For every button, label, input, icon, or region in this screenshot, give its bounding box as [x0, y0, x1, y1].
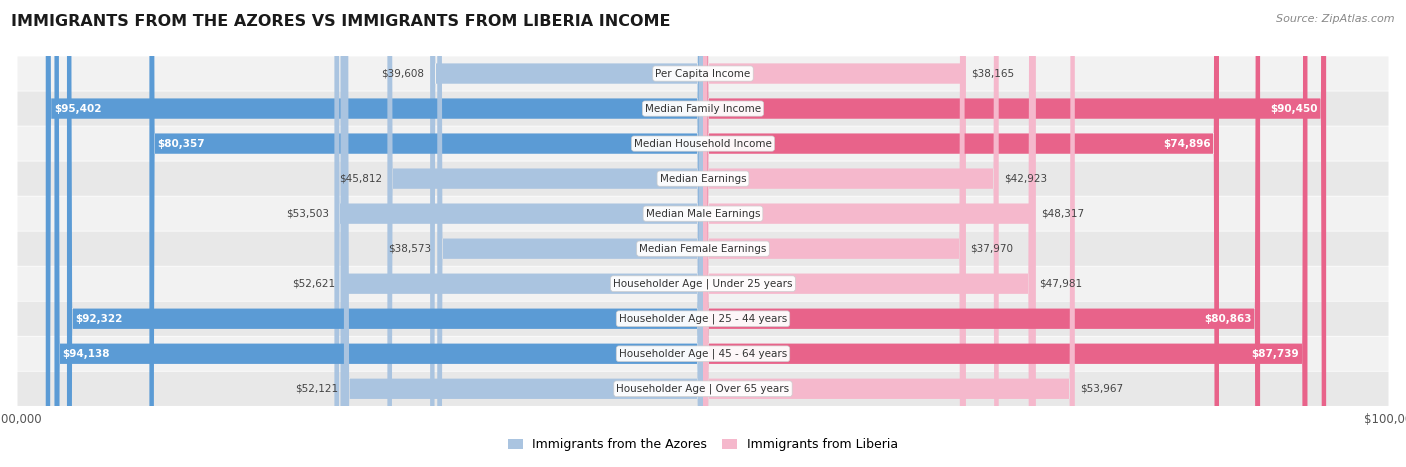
Text: Householder Age | 45 - 64 years: Householder Age | 45 - 64 years	[619, 348, 787, 359]
Text: $45,812: $45,812	[339, 174, 382, 184]
Text: $52,121: $52,121	[295, 384, 339, 394]
Text: $53,967: $53,967	[1080, 384, 1123, 394]
FancyBboxPatch shape	[17, 127, 1389, 161]
FancyBboxPatch shape	[703, 0, 965, 467]
FancyBboxPatch shape	[703, 0, 1036, 467]
FancyBboxPatch shape	[17, 372, 1389, 406]
FancyBboxPatch shape	[335, 0, 703, 467]
Text: $95,402: $95,402	[53, 104, 101, 113]
FancyBboxPatch shape	[703, 0, 1326, 467]
Text: $87,739: $87,739	[1251, 349, 1299, 359]
Text: $47,981: $47,981	[1039, 279, 1083, 289]
FancyBboxPatch shape	[17, 197, 1389, 231]
FancyBboxPatch shape	[17, 57, 1389, 91]
Legend: Immigrants from the Azores, Immigrants from Liberia: Immigrants from the Azores, Immigrants f…	[502, 433, 904, 456]
Text: $94,138: $94,138	[63, 349, 110, 359]
Text: IMMIGRANTS FROM THE AZORES VS IMMIGRANTS FROM LIBERIA INCOME: IMMIGRANTS FROM THE AZORES VS IMMIGRANTS…	[11, 14, 671, 29]
FancyBboxPatch shape	[46, 0, 703, 467]
Text: Median Household Income: Median Household Income	[634, 139, 772, 149]
Text: $74,896: $74,896	[1163, 139, 1211, 149]
Text: $53,503: $53,503	[285, 209, 329, 219]
FancyBboxPatch shape	[703, 0, 1033, 467]
Text: $37,970: $37,970	[970, 244, 1014, 254]
FancyBboxPatch shape	[703, 0, 998, 467]
Text: Per Capita Income: Per Capita Income	[655, 69, 751, 78]
Text: Householder Age | Under 25 years: Householder Age | Under 25 years	[613, 278, 793, 289]
FancyBboxPatch shape	[437, 0, 703, 467]
Text: Householder Age | Over 65 years: Householder Age | Over 65 years	[616, 383, 790, 394]
Text: Median Family Income: Median Family Income	[645, 104, 761, 113]
FancyBboxPatch shape	[17, 232, 1389, 266]
FancyBboxPatch shape	[55, 0, 703, 467]
FancyBboxPatch shape	[67, 0, 703, 467]
FancyBboxPatch shape	[17, 337, 1389, 371]
Text: $52,621: $52,621	[292, 279, 335, 289]
FancyBboxPatch shape	[344, 0, 703, 467]
FancyBboxPatch shape	[17, 92, 1389, 126]
Text: Householder Age | 25 - 44 years: Householder Age | 25 - 44 years	[619, 313, 787, 324]
Text: $92,322: $92,322	[76, 314, 122, 324]
FancyBboxPatch shape	[430, 0, 703, 467]
FancyBboxPatch shape	[388, 0, 703, 467]
Text: $39,608: $39,608	[381, 69, 425, 78]
Text: $38,165: $38,165	[972, 69, 1015, 78]
FancyBboxPatch shape	[17, 267, 1389, 301]
FancyBboxPatch shape	[17, 302, 1389, 336]
Text: Median Earnings: Median Earnings	[659, 174, 747, 184]
FancyBboxPatch shape	[703, 0, 1260, 467]
FancyBboxPatch shape	[340, 0, 703, 467]
Text: $80,357: $80,357	[157, 139, 205, 149]
Text: Source: ZipAtlas.com: Source: ZipAtlas.com	[1277, 14, 1395, 24]
Text: $90,450: $90,450	[1271, 104, 1317, 113]
Text: Median Male Earnings: Median Male Earnings	[645, 209, 761, 219]
Text: $48,317: $48,317	[1042, 209, 1084, 219]
FancyBboxPatch shape	[703, 0, 1219, 467]
FancyBboxPatch shape	[703, 0, 966, 467]
Text: $80,863: $80,863	[1205, 314, 1251, 324]
FancyBboxPatch shape	[17, 162, 1389, 196]
Text: $42,923: $42,923	[1004, 174, 1047, 184]
FancyBboxPatch shape	[149, 0, 703, 467]
FancyBboxPatch shape	[703, 0, 1074, 467]
Text: $38,573: $38,573	[388, 244, 432, 254]
Text: Median Female Earnings: Median Female Earnings	[640, 244, 766, 254]
FancyBboxPatch shape	[703, 0, 1308, 467]
